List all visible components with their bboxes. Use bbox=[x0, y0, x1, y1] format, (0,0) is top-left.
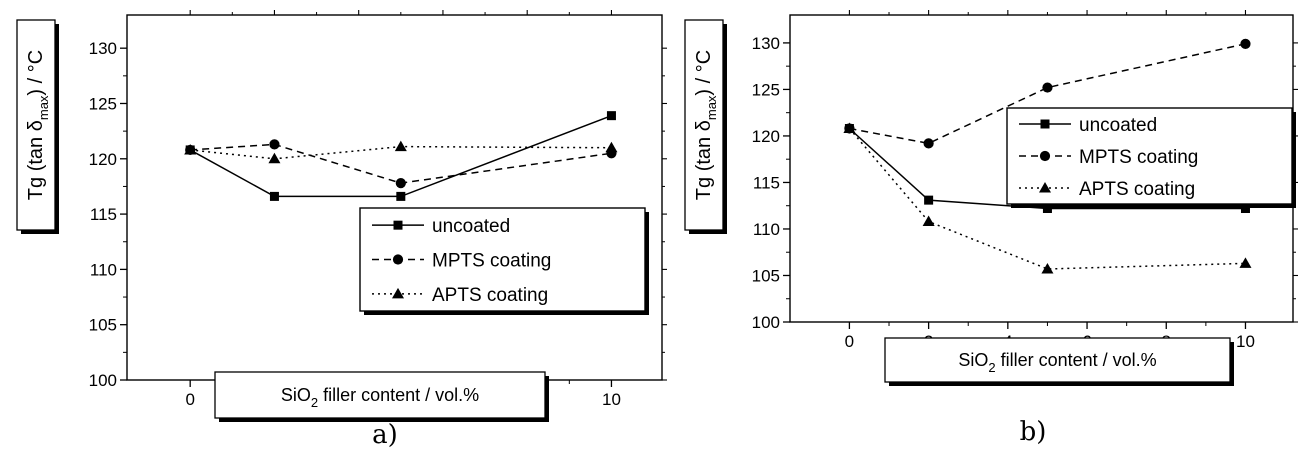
data-point bbox=[1042, 204, 1052, 214]
legend-marker bbox=[392, 287, 404, 299]
y-tick-label: 125 bbox=[752, 80, 780, 99]
y-tick-label: 130 bbox=[89, 39, 117, 58]
legend-label: MPTS coating bbox=[1079, 147, 1198, 168]
x-tick-label: 0 bbox=[185, 390, 194, 409]
series-line bbox=[189, 114, 612, 198]
y-tick-label: 120 bbox=[89, 150, 117, 169]
y-tick-label: 100 bbox=[752, 313, 780, 332]
y-tick-label: 120 bbox=[752, 127, 780, 146]
data-point bbox=[184, 143, 197, 155]
series-line bbox=[848, 128, 1246, 270]
data-point bbox=[1240, 38, 1251, 49]
data-point bbox=[394, 140, 407, 152]
data-point bbox=[1041, 262, 1054, 274]
y-tick-label: 125 bbox=[89, 94, 117, 113]
data-point bbox=[605, 141, 618, 153]
y-label-box bbox=[16, 19, 56, 231]
x-label-box bbox=[884, 337, 1231, 383]
legend-label: MPTS coating bbox=[432, 251, 551, 272]
y-tick-label: 110 bbox=[90, 260, 117, 279]
chart-panel-a: 1001051101151201251300246810uncoatedMPTS… bbox=[16, 10, 667, 450]
data-point bbox=[1042, 82, 1053, 93]
data-point bbox=[395, 178, 406, 189]
x-axis-label: SiO2 filler content / vol.% bbox=[958, 350, 1156, 375]
legend-marker bbox=[1040, 119, 1050, 129]
x-axis-label: SiO2 filler content / vol.% bbox=[281, 385, 479, 410]
y-label-box bbox=[684, 19, 724, 231]
data-point bbox=[268, 152, 281, 164]
series-line bbox=[848, 127, 1246, 210]
y-axis-label: Tg (tan δmax) / °C bbox=[25, 50, 51, 200]
data-point bbox=[1239, 257, 1252, 268]
y-axis-label: Tg (tan δmax) / °C bbox=[693, 50, 719, 200]
legend: uncoated MPTS coating APTS coating bbox=[359, 207, 646, 312]
x-tick-label: 10 bbox=[1236, 332, 1255, 351]
legend-label: uncoated bbox=[432, 216, 510, 237]
data-point bbox=[269, 191, 279, 201]
data-point bbox=[396, 191, 406, 201]
series-line bbox=[190, 143, 612, 184]
legend-label: APTS coating bbox=[432, 285, 548, 306]
data-point bbox=[923, 138, 934, 149]
y-tick-label: 105 bbox=[752, 266, 780, 285]
data-point bbox=[1240, 204, 1250, 214]
legend-marker bbox=[1039, 182, 1051, 193]
x-label-box bbox=[214, 371, 546, 419]
legend-marker bbox=[1039, 150, 1051, 162]
data-point bbox=[269, 139, 280, 150]
y-tick-label: 130 bbox=[752, 34, 780, 53]
legend-label: APTS coating bbox=[1079, 179, 1195, 200]
series-line bbox=[190, 145, 612, 160]
y-tick-label: 105 bbox=[89, 316, 117, 335]
y-tick-label: 115 bbox=[753, 173, 780, 192]
legend-marker bbox=[392, 254, 404, 265]
data-point bbox=[922, 215, 935, 227]
legend-label: uncoated bbox=[1079, 115, 1157, 136]
legend: uncoated MPTS coating APTS coating bbox=[1006, 107, 1293, 205]
y-tick-label: 100 bbox=[89, 371, 117, 390]
legend-marker bbox=[393, 220, 403, 230]
series-line bbox=[849, 43, 1246, 145]
data-point bbox=[843, 122, 856, 133]
chart-panel-b: 1001051101151201251300246810uncoatedMPTS… bbox=[684, 10, 1298, 447]
panel-label: b) bbox=[1020, 417, 1047, 447]
x-tick-label: 0 bbox=[845, 332, 854, 351]
data-point bbox=[606, 111, 616, 121]
y-tick-label: 110 bbox=[753, 220, 780, 239]
y-tick-label: 115 bbox=[90, 205, 117, 224]
panel-label: a) bbox=[372, 420, 398, 450]
data-point bbox=[924, 195, 934, 205]
plot-frame bbox=[126, 14, 663, 381]
x-tick-label: 10 bbox=[602, 390, 621, 409]
